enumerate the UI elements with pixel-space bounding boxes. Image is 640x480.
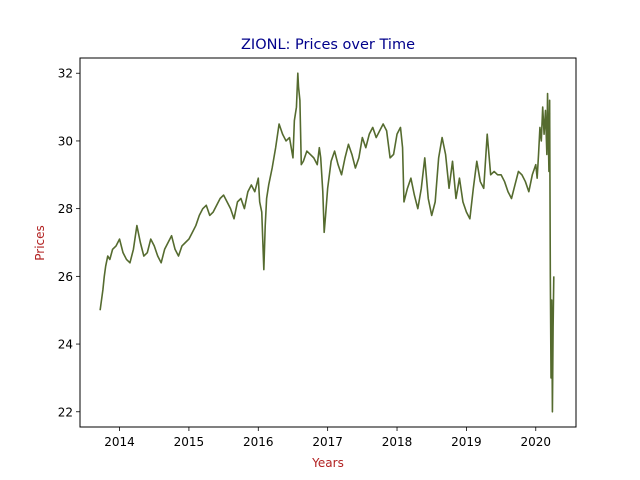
y-axis-label: Prices bbox=[33, 225, 47, 261]
y-tick-label: 24 bbox=[58, 338, 73, 352]
y-tick-label: 22 bbox=[58, 405, 73, 419]
y-tick-label: 28 bbox=[58, 202, 73, 216]
y-tick-label: 32 bbox=[58, 67, 73, 81]
chart-marks bbox=[99, 72, 555, 413]
x-tick-label: 2015 bbox=[174, 435, 205, 449]
x-tick-label: 2020 bbox=[520, 435, 551, 449]
x-axis: 2014 2015 2016 2017 2018 2019 2020 bbox=[104, 427, 551, 449]
x-tick-label: 2014 bbox=[104, 435, 135, 449]
x-tick-label: 2017 bbox=[312, 435, 343, 449]
x-axis-label: Years bbox=[311, 456, 344, 470]
chart-title: ZIONL: Prices over Time bbox=[241, 37, 415, 53]
x-tick-label: 2019 bbox=[451, 435, 482, 449]
x-tick-label: 2018 bbox=[382, 435, 413, 449]
series-line-0 bbox=[99, 72, 555, 413]
x-tick-label: 2016 bbox=[243, 435, 274, 449]
y-axis: 22 24 26 28 30 32 bbox=[58, 67, 80, 419]
y-tick-label: 26 bbox=[58, 270, 73, 284]
y-tick-label: 30 bbox=[58, 134, 73, 148]
